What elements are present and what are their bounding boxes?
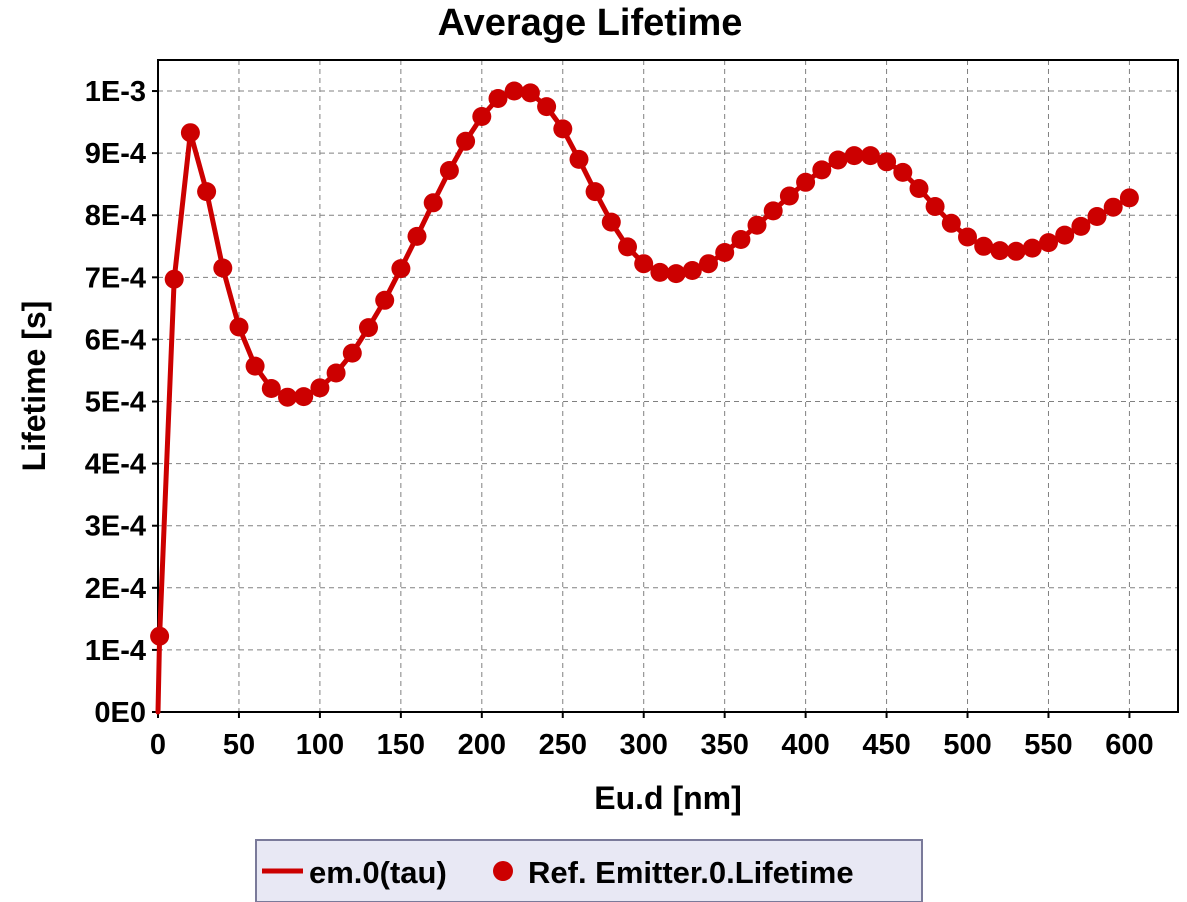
legend-marker-swatch <box>493 861 513 881</box>
y-tick-label: 1E-4 <box>85 635 146 667</box>
data-point-ref-emitter <box>359 318 378 338</box>
y-tick-label: 5E-4 <box>85 387 146 419</box>
data-point-ref-emitter <box>812 160 832 180</box>
data-point-ref-emitter <box>472 107 492 126</box>
legend-box <box>255 839 923 902</box>
data-point-ref-emitter <box>650 262 670 282</box>
x-tick-label: 200 <box>458 729 506 761</box>
legend-label-ref-emitter: Ref. Emitter.0.Lifetime <box>528 855 854 890</box>
legend: em.0(tau) Ref. Emitter.0.Lifetime <box>255 839 923 902</box>
data-point-ref-emitter <box>1071 216 1091 236</box>
data-point-ref-emitter <box>925 197 945 216</box>
data-point-ref-emitter <box>294 387 314 407</box>
data-point-ref-emitter <box>634 254 654 274</box>
data-point-ref-emitter <box>666 264 686 284</box>
data-point-ref-emitter <box>682 261 702 280</box>
data-point-ref-emitter <box>375 290 395 310</box>
data-point-ref-emitter <box>520 83 540 103</box>
x-tick-label: 50 <box>223 729 255 761</box>
data-point-ref-emitter <box>779 186 799 206</box>
x-tick-labels: 0 50 100 150 200 250 300 350 400 450 500 550 600 <box>150 712 1154 761</box>
data-point-ref-emitter <box>391 259 411 279</box>
data-point-ref-emitter <box>213 258 233 278</box>
data-point-ref-emitter <box>439 161 459 180</box>
y-tick-label: 9E-4 <box>85 138 146 170</box>
data-point-ref-emitter <box>1022 238 1042 258</box>
data-point-ref-emitter <box>164 269 184 289</box>
y-tick-label: 6E-4 <box>85 324 146 356</box>
data-point-ref-emitter <box>1119 188 1139 208</box>
data-point-ref-emitter <box>699 254 718 274</box>
y-axis-label: Lifetime [s] <box>16 301 52 472</box>
data-point-ref-emitter <box>504 81 524 101</box>
data-point-ref-emitter <box>796 172 816 192</box>
plot-area-frame <box>157 59 1179 713</box>
data-point-ref-emitter <box>553 119 573 139</box>
data-point-ref-emitter <box>828 150 848 170</box>
data-point-ref-emitter <box>909 179 929 198</box>
data-point-ref-emitter <box>342 343 362 363</box>
data-point-ref-emitter <box>229 317 249 337</box>
data-point-ref-emitter <box>877 152 897 172</box>
series-layer <box>150 81 1139 715</box>
y-tick-labels: 0E0 1E-4 2E-4 3E-4 4E-4 5E-4 6E-4 7E-4 8E-4 9E-4 1… <box>85 76 158 729</box>
data-point-ref-emitter <box>747 215 767 235</box>
data-point-ref-emitter <box>537 97 557 117</box>
x-tick-label: 450 <box>862 729 910 761</box>
data-point-ref-emitter <box>974 236 994 256</box>
data-point-ref-emitter <box>423 193 443 213</box>
data-point-ref-emitter <box>1103 197 1123 217</box>
data-point-ref-emitter <box>715 243 735 262</box>
data-point-ref-emitter <box>844 146 864 166</box>
data-point-ref-emitter <box>618 237 637 257</box>
y-tick-label: 1E-3 <box>85 76 146 108</box>
data-point-ref-emitter <box>245 356 265 376</box>
data-point-ref-emitter <box>150 626 170 646</box>
data-point-ref-emitter <box>278 387 297 407</box>
data-point-ref-emitter <box>941 213 961 233</box>
y-tick-label: 8E-4 <box>85 200 146 232</box>
data-point-ref-emitter <box>990 241 1010 261</box>
x-tick-label: 100 <box>296 729 344 761</box>
x-tick-label: 350 <box>700 729 748 761</box>
data-point-ref-emitter <box>860 146 880 166</box>
x-tick-label: 400 <box>781 729 829 761</box>
y-tick-label: 0E0 <box>94 697 146 729</box>
x-tick-label: 250 <box>539 729 587 761</box>
data-point-ref-emitter <box>1006 241 1026 261</box>
x-tick-label: 600 <box>1105 729 1153 761</box>
data-point-ref-emitter <box>731 230 751 249</box>
data-point-ref-emitter <box>197 182 217 202</box>
x-tick-label: 500 <box>943 729 991 761</box>
data-point-ref-emitter <box>488 89 508 108</box>
data-point-ref-emitter <box>585 182 605 202</box>
data-point-ref-emitter <box>407 226 427 246</box>
x-axis-label: Eu.d [nm] <box>594 780 742 816</box>
data-point-ref-emitter <box>601 212 621 232</box>
x-tick-label: 550 <box>1024 729 1072 761</box>
y-tick-label: 3E-4 <box>85 511 146 543</box>
data-point-ref-emitter <box>310 378 330 398</box>
grid-lines <box>158 60 1178 712</box>
x-tick-label: 150 <box>377 729 425 761</box>
data-point-ref-emitter <box>456 131 476 151</box>
data-point-ref-emitter <box>1055 225 1075 245</box>
y-tick-label: 2E-4 <box>85 573 146 605</box>
data-point-ref-emitter <box>958 227 977 247</box>
data-point-ref-emitter <box>1087 207 1107 226</box>
data-point-ref-emitter <box>763 201 783 221</box>
data-point-ref-emitter <box>1039 233 1058 253</box>
data-point-ref-emitter <box>180 123 200 143</box>
data-point-ref-emitter <box>893 162 913 182</box>
y-tick-label: 7E-4 <box>85 262 146 294</box>
chart-title: Average Lifetime <box>438 2 743 44</box>
data-point-ref-emitter <box>326 363 346 383</box>
data-point-ref-emitter <box>569 149 589 169</box>
legend-label-em-tau: em.0(tau) <box>309 855 447 890</box>
x-tick-label: 0 <box>150 729 166 761</box>
y-tick-label: 4E-4 <box>85 449 146 481</box>
x-tick-label: 300 <box>620 729 668 761</box>
data-point-ref-emitter <box>261 379 281 398</box>
